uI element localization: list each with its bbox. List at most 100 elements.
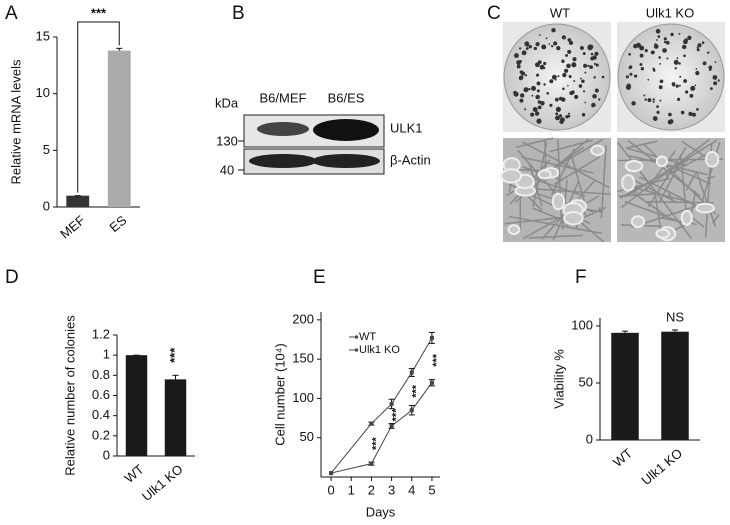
cell — [665, 151, 712, 177]
y-tick-label: 100 — [292, 390, 314, 405]
colony — [526, 44, 529, 47]
colony — [587, 64, 590, 67]
colony — [530, 112, 535, 117]
colony — [598, 98, 601, 101]
cell — [528, 234, 583, 239]
colony — [717, 79, 720, 82]
colony — [537, 60, 542, 64]
colony — [658, 85, 663, 90]
x-tick-label: WT — [610, 445, 635, 470]
marker — [389, 423, 394, 428]
colony — [601, 75, 605, 79]
colony — [531, 94, 534, 97]
panel-label: B — [232, 3, 245, 24]
annotation: *** — [411, 384, 423, 398]
colony — [532, 107, 538, 112]
colony — [537, 100, 542, 104]
colony — [551, 28, 556, 33]
colony — [590, 52, 594, 56]
y-axis-label: Viability % — [551, 349, 566, 409]
colony — [675, 84, 679, 88]
colony — [696, 48, 700, 52]
colony — [567, 112, 571, 115]
colony — [525, 47, 529, 50]
colony — [639, 53, 644, 58]
colony — [631, 101, 636, 106]
bracket — [77, 21, 120, 193]
colony — [659, 79, 664, 84]
colony — [549, 79, 554, 84]
y-tick-label: 50 — [579, 374, 593, 389]
colony — [670, 32, 674, 37]
blot-band — [312, 154, 380, 168]
colony — [554, 79, 557, 81]
colony — [524, 108, 527, 111]
colony — [652, 98, 656, 101]
colony — [553, 41, 558, 46]
y-tick-label: 0.2 — [92, 427, 110, 442]
colony — [678, 32, 681, 35]
colony — [673, 59, 679, 65]
annotation: *** — [167, 347, 182, 363]
colony — [678, 62, 681, 65]
cell — [647, 147, 687, 208]
cell-colony — [551, 192, 566, 211]
colony — [518, 76, 523, 81]
y-tick-label: 0.4 — [92, 407, 110, 422]
colony — [676, 97, 681, 101]
colony — [554, 97, 559, 102]
x-axis-label: Days — [366, 504, 396, 519]
cell — [624, 200, 689, 226]
colony — [549, 103, 553, 107]
marker — [429, 380, 434, 385]
marker — [409, 408, 414, 413]
colony — [594, 51, 599, 56]
blot-band — [249, 154, 317, 168]
colony — [640, 67, 645, 71]
colony — [548, 43, 551, 45]
colony — [639, 45, 645, 51]
colony — [579, 77, 582, 80]
cell-colony — [680, 209, 693, 226]
cell-colony — [630, 215, 646, 229]
x-tick-label: 1 — [348, 482, 355, 497]
colony — [540, 101, 545, 106]
colony — [557, 75, 560, 78]
legend-marker — [355, 335, 358, 339]
protein-label: β-Actin — [390, 152, 431, 167]
colony — [558, 114, 563, 118]
cell-colony — [655, 228, 671, 239]
marker — [329, 471, 334, 476]
marker — [369, 421, 374, 426]
cell-colony — [500, 168, 523, 184]
bar — [611, 332, 639, 440]
panel-label: A — [5, 3, 18, 24]
panel-label: E — [313, 267, 326, 288]
colony — [519, 70, 524, 74]
colony — [545, 37, 548, 40]
x-tick-label: MEF — [57, 212, 88, 241]
series-line — [330, 337, 433, 474]
x-tick-label: 0 — [327, 482, 334, 497]
x-tick-label: ES — [106, 212, 129, 235]
colony — [679, 75, 682, 78]
colony — [696, 46, 699, 49]
colony — [644, 49, 648, 53]
colony — [581, 113, 586, 117]
cell — [667, 192, 674, 201]
colony — [625, 84, 631, 90]
colony — [589, 65, 593, 69]
colony — [654, 43, 657, 46]
annotation: *** — [431, 353, 443, 367]
colony — [674, 67, 677, 70]
colony — [683, 54, 686, 58]
colony — [667, 119, 673, 125]
colony — [698, 43, 701, 46]
colony — [671, 82, 676, 86]
colony — [536, 89, 540, 93]
x-tick-label: 3 — [388, 482, 395, 497]
colony — [535, 42, 540, 47]
x-tick-label: 4 — [408, 482, 415, 497]
cell-colony — [590, 144, 605, 156]
colony — [546, 91, 550, 95]
